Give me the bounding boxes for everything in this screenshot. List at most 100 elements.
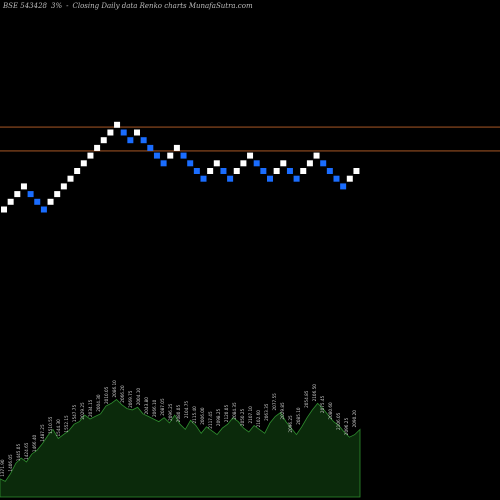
volume-label: 1487.25 xyxy=(40,424,45,442)
renko-brick-down xyxy=(286,168,293,174)
renko-brick-up xyxy=(100,137,107,144)
volume-label: 2069.75 xyxy=(128,390,133,408)
volume-label: 2006.00 xyxy=(200,407,205,425)
volume-label: 2096.25 xyxy=(168,403,173,421)
volume-label: 1466.40 xyxy=(32,434,37,452)
renko-brick-down xyxy=(293,175,300,182)
volume-label: 2107.10 xyxy=(248,406,253,424)
renko-brick-down xyxy=(340,183,347,190)
volume-label: 2034.15 xyxy=(88,399,93,417)
volume-label: 1547.75 xyxy=(72,405,77,423)
renko-brick-down xyxy=(260,168,267,174)
volume-label: 2010.05 xyxy=(104,386,109,404)
renko-brick-down xyxy=(40,206,47,213)
renko-brick-up xyxy=(173,144,180,151)
renko-brick-up xyxy=(207,168,214,174)
renko-brick-up xyxy=(74,168,81,174)
volume-label: 2054.85 xyxy=(304,390,309,408)
volume-label: 1510.55 xyxy=(48,416,53,434)
renko-brick-down xyxy=(333,175,340,182)
renko-brick-down xyxy=(27,191,34,198)
volume-label: 2029.25 xyxy=(80,402,85,420)
chart-header: BSE 543428 3% - Closing Daily data Renko ch… xyxy=(3,2,257,10)
chart-description: Closing Daily data Renko charts MunafaSu… xyxy=(72,2,253,10)
renko-brick-up xyxy=(114,121,121,128)
volume-label: 2004.30 xyxy=(96,394,101,412)
renko-brick-down xyxy=(267,175,273,182)
renko-brick-up xyxy=(313,152,320,159)
renko-brick-up xyxy=(346,175,353,182)
volume-label: 2106.05 xyxy=(336,412,341,430)
volume-label: 2066.20 xyxy=(120,385,125,403)
renko-brick-down xyxy=(187,160,194,167)
renko-brick-down xyxy=(120,129,127,136)
renko-brick-up xyxy=(107,129,114,136)
renko-brick-down xyxy=(127,137,134,144)
renko-brick-down xyxy=(320,160,327,167)
volume-label: 2075.45 xyxy=(320,395,325,413)
renko-brick-up xyxy=(67,175,74,182)
renko-brick-up xyxy=(20,183,27,190)
volume-label: 2120.05 xyxy=(224,405,229,423)
volume-label: 2098.25 xyxy=(216,408,221,426)
volume-label: 2063.35 xyxy=(264,403,269,421)
volume-label: 1445.05 xyxy=(16,444,21,462)
volume-label: 2087.05 xyxy=(160,398,165,416)
volume-label: 1371.90 xyxy=(0,459,5,477)
volume-label: 2080.60 xyxy=(328,402,333,420)
renko-brick-up xyxy=(1,206,7,213)
renko-brick-down xyxy=(140,137,147,144)
renko-brick-up xyxy=(7,198,14,205)
volume-label: 2096.25 xyxy=(344,418,349,436)
renko-brick-up xyxy=(47,198,54,205)
volume-label: 2050.25 xyxy=(240,408,245,426)
volume-label: 2096.25 xyxy=(288,415,293,433)
renko-brick-up xyxy=(233,168,240,174)
renko-brick-down xyxy=(227,175,234,182)
renko-brick-up xyxy=(280,160,287,167)
renko-brick-up xyxy=(60,183,67,190)
renko-brick-down xyxy=(193,168,200,174)
header-separator: - xyxy=(66,2,69,10)
volume-label: 2029.85 xyxy=(280,402,285,420)
renko-brick-up xyxy=(134,129,140,136)
renko-brick-up xyxy=(240,160,247,167)
renko-brick-up xyxy=(247,152,254,159)
volume-label: 1406.05 xyxy=(8,454,13,472)
volume-label: 2066.10 xyxy=(152,399,157,417)
volume-label: 1424.65 xyxy=(24,442,29,460)
volume-label: 2004.10 xyxy=(136,388,141,406)
renko-brick-up xyxy=(167,152,174,159)
renko-brick-up xyxy=(87,152,94,159)
volume-label: 2086.10 xyxy=(112,380,117,398)
renko-brick-up xyxy=(300,168,307,174)
renko-brick-up xyxy=(94,144,101,151)
renko-brick-down xyxy=(147,144,154,151)
renko-brick-up xyxy=(213,160,220,167)
volume-label: 1552.15 xyxy=(64,415,69,433)
chart-symbol: BSE 543428 xyxy=(3,2,47,10)
volume-label: 2043.80 xyxy=(144,397,149,415)
brick-size: 3% xyxy=(51,2,63,10)
renko-brick-down xyxy=(326,168,333,174)
volume-label: 2106.50 xyxy=(312,384,317,402)
volume-label: 2077.55 xyxy=(272,393,277,411)
renko-brick-down xyxy=(160,160,167,167)
renko-brick-up xyxy=(273,168,280,174)
renko-brick-down xyxy=(253,160,260,167)
volume-label: 2102.60 xyxy=(256,410,261,428)
volume-label: 2084.35 xyxy=(232,402,237,420)
renko-brick-down xyxy=(153,152,160,159)
renko-brick-down xyxy=(34,198,41,205)
renko-brick-up xyxy=(14,191,21,198)
volume-label: 2117.45 xyxy=(208,411,213,429)
renko-brick-down xyxy=(220,168,227,174)
renko-brick-down xyxy=(180,152,187,159)
volume-label: 2080.05 xyxy=(176,405,181,423)
renko-brick-up xyxy=(80,160,87,167)
volume-label: 2104.75 xyxy=(184,401,189,419)
volume-label: 2090.20 xyxy=(352,410,357,428)
volume-area xyxy=(0,398,361,498)
